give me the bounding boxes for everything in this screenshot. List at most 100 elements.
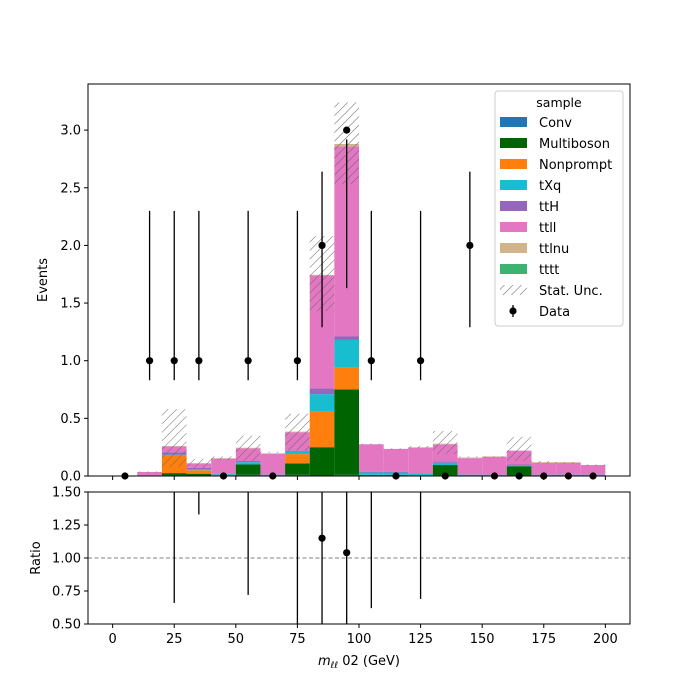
main-y-tick-label: 1.0 (60, 354, 81, 369)
bar-txq (309, 394, 335, 412)
ratio-y-axis-label: Ratio (29, 541, 44, 574)
data-point (466, 241, 474, 250)
bar-ttll (359, 444, 384, 472)
bar-txq (235, 462, 261, 465)
ratio-panel: 0.50 0.75 1.00 1.25 1.50 0 25 50 75 100 125 150 175… (29, 486, 631, 671)
x-axis-label-text: 02 (GeV) (338, 654, 400, 669)
main-panel: 0.0 0.5 1.0 1.5 2.0 2.5 3.0 Events sample Conv… (36, 83, 631, 485)
data-point (195, 357, 203, 365)
ratio-point (318, 534, 326, 542)
bar-conv (359, 474, 384, 476)
bar-tth (235, 461, 261, 463)
legend-label-multiboson: Multiboson (539, 137, 610, 152)
bar-ttll (383, 448, 409, 472)
legend-swatch-conv (500, 117, 527, 127)
bar-multiboson (161, 473, 187, 476)
main-y-tick-label: 3.0 (60, 124, 81, 139)
stat-unc-band (457, 456, 483, 458)
stat-unc-band (383, 448, 409, 450)
legend-swatch-ttll (500, 222, 527, 232)
main-y-ticks: 0.0 0.5 1.0 1.5 2.0 2.5 3.0 (60, 124, 88, 485)
ratio-x-tick-label: 200 (593, 632, 618, 647)
bar-ttll (137, 471, 162, 476)
main-y-tick-label: 1.5 (60, 297, 81, 312)
legend-swatch-tttt (500, 264, 527, 274)
ratio-x-tick-label: 125 (408, 632, 433, 647)
legend-title: sample (536, 95, 582, 110)
bar-txq (186, 469, 212, 471)
legend: sample Conv Multiboson Nonprompt tXq ttH ttll… (494, 90, 624, 327)
ratio-y-tick-label: 1.25 (52, 519, 81, 534)
ratio-y-ticks: 0.50 0.75 1.00 1.25 1.50 (52, 486, 88, 633)
x-axis-label-subscript: ℓℓ (330, 661, 338, 671)
x-axis-label-symbol: m (318, 654, 331, 669)
ratio-x-tick-label: 100 (347, 632, 372, 647)
bar-tth (309, 388, 335, 395)
stat-unc-band (211, 456, 236, 460)
data-point (145, 357, 154, 365)
bar-multiboson (309, 447, 335, 476)
main-x-ticks (112, 476, 606, 480)
bar-ttll (408, 447, 433, 474)
bar-tth (506, 464, 532, 466)
bar-tth (334, 336, 359, 340)
main-y-tick-label: 2.0 (60, 239, 81, 254)
legend-label-tth: ttH (539, 200, 559, 215)
legend-label-data: Data (539, 305, 570, 320)
ratio-x-tick-label: 75 (289, 632, 306, 647)
ratio-y-tick-label: 0.50 (52, 618, 81, 633)
legend-swatch-ttlnu (500, 243, 527, 253)
stat-unc-band (506, 436, 532, 462)
bar-multiboson (506, 466, 532, 476)
data-points (121, 126, 597, 480)
bar-conv (235, 474, 261, 476)
ratio-point (343, 549, 351, 557)
stat-unc-band (260, 451, 286, 453)
legend-label-ttll: ttll (539, 221, 556, 236)
ratio-x-tick-label: 0 (108, 632, 116, 647)
ratio-y-tick-label: 1.50 (52, 486, 81, 501)
stat-unc-band (186, 458, 212, 470)
bar-conv (334, 474, 359, 476)
bar-txq (457, 474, 483, 476)
ratio-x-ticks: 0 25 50 75 100 125 150 175 200 (108, 624, 618, 647)
bar-nonprompt (334, 367, 359, 390)
legend-label-ttlnu: ttlnu (539, 242, 569, 257)
stat-unc-band (285, 413, 310, 451)
bar-txq (334, 339, 359, 368)
bar-tth (383, 471, 409, 473)
data-point (293, 357, 302, 365)
legend-swatch-txq (500, 180, 527, 190)
bar-conv (285, 474, 310, 476)
bar-ttll (211, 458, 236, 474)
stat-unc-band (359, 443, 384, 445)
main-y-tick-label: 0.0 (60, 470, 81, 485)
main-y-tick-label: 2.5 (60, 181, 81, 196)
legend-label-conv: Conv (539, 116, 572, 131)
bar-multiboson (334, 389, 359, 475)
main-y-axis-label: Events (36, 258, 51, 302)
legend-swatch-nonprompt (500, 159, 527, 169)
stat-unc-band (432, 431, 458, 455)
bar-txq (506, 465, 532, 467)
bar-txq (432, 462, 458, 466)
bar-ttll (531, 462, 557, 475)
bar-multiboson (186, 473, 212, 476)
legend-label-stat-unc: Stat. Unc. (539, 284, 603, 299)
bar-tth (408, 473, 433, 474)
bar-txq (359, 472, 384, 475)
bar-multiboson (285, 463, 310, 475)
ratio-points (318, 534, 351, 557)
stat-unc-band (161, 409, 187, 467)
ratio-x-tick-label: 150 (470, 632, 495, 647)
stat-unc-band (580, 464, 606, 466)
bar-ttll (580, 465, 606, 475)
bar-ttlnu (457, 457, 483, 459)
bar-tth (457, 474, 483, 475)
ratio-y-tick-label: 0.75 (52, 585, 81, 600)
bar-tth (359, 471, 384, 473)
bar-ttll (457, 458, 483, 475)
bar-ttll (482, 456, 507, 475)
bar-nonprompt (285, 454, 310, 464)
